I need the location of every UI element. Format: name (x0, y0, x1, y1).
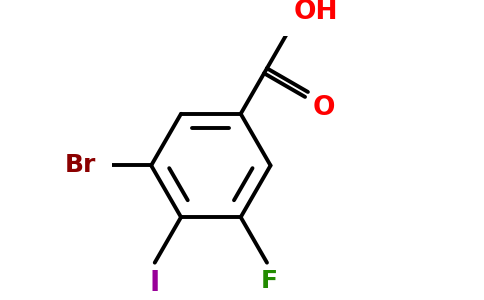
Text: F: F (261, 269, 278, 293)
Text: I: I (150, 269, 160, 297)
Text: Br: Br (65, 154, 96, 178)
Text: OH: OH (293, 0, 338, 25)
Text: O: O (313, 94, 335, 121)
